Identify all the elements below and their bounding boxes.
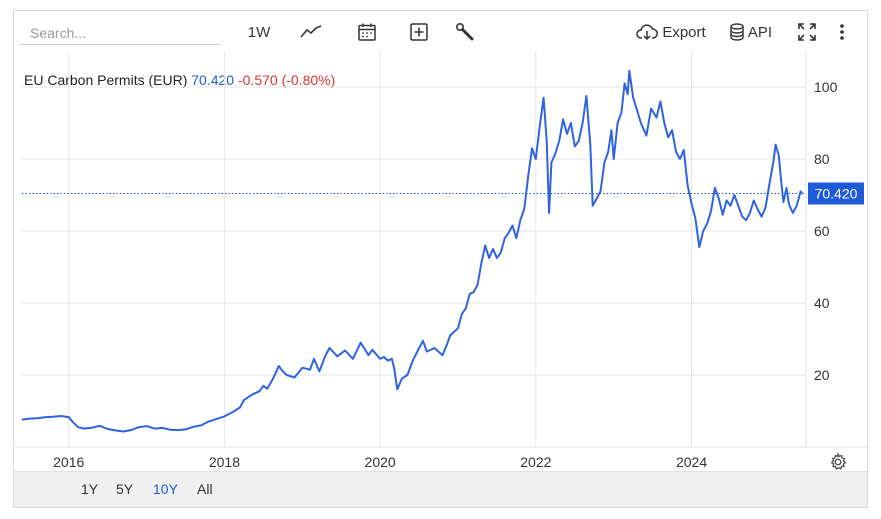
range-1y-button[interactable]: 1Y [81,481,99,497]
x-tick-label: 2018 [209,454,240,470]
toolbar: 1W [14,11,867,51]
y-tick-label: 20 [814,367,830,383]
range-5y-button[interactable]: 5Y [116,481,134,497]
interval-label: 1W [247,23,271,41]
range-selector: 1Y 5Y 10Y All [14,471,867,507]
y-tick-label: 60 [814,223,830,239]
fullscreen-button[interactable] [792,19,822,45]
x-tick-label: 2016 [53,454,84,470]
range-10y-button[interactable]: 10Y [153,481,178,497]
x-tick-label: 2022 [520,454,551,470]
price-change: -0.570 (-0.80%) [237,72,336,88]
database-icon [730,23,744,41]
date-range-button[interactable] [350,19,384,45]
last-value-label: 70.420 [815,185,858,201]
chart-settings-button[interactable] [828,452,848,477]
api-button[interactable]: API [726,19,776,45]
last-value-tag [808,182,864,205]
indicators-button[interactable] [448,19,482,45]
export-button[interactable]: Export [634,19,708,45]
plus-square-icon [410,23,428,41]
price-chart: 20 40 60 80 100 2016 2018 2020 2022 2024 70.420 [14,51,867,470]
series-name: EU Carbon Permits (EUR) [24,72,188,88]
search-input[interactable] [20,21,220,45]
cloud-download-icon [636,24,659,41]
wrench-icon [455,22,474,41]
api-label: API [747,23,773,41]
chart-legend: EU Carbon Permits (EUR) 70.420 -0.570 (-… [24,72,335,88]
export-label: Export [662,23,706,41]
x-tick-label: 2020 [365,454,396,470]
interval-button[interactable]: 1W [240,19,278,45]
fullscreen-icon [798,23,816,41]
compare-button[interactable] [402,19,436,45]
calendar-icon [358,23,376,41]
x-tick-label: 2024 [676,454,707,470]
line-chart-icon [300,25,322,38]
y-tick-label: 80 [814,151,830,167]
chart-type-button[interactable] [294,19,328,45]
range-all-button[interactable]: All [197,481,213,497]
gear-icon [830,452,847,470]
y-tick-label: 100 [814,79,838,95]
more-menu-button[interactable] [830,19,854,45]
last-price: 70.420 [191,72,235,88]
series-line [21,69,803,433]
y-tick-label: 40 [814,295,830,311]
more-vertical-icon [840,24,844,40]
chart-widget: 1W [13,10,868,508]
